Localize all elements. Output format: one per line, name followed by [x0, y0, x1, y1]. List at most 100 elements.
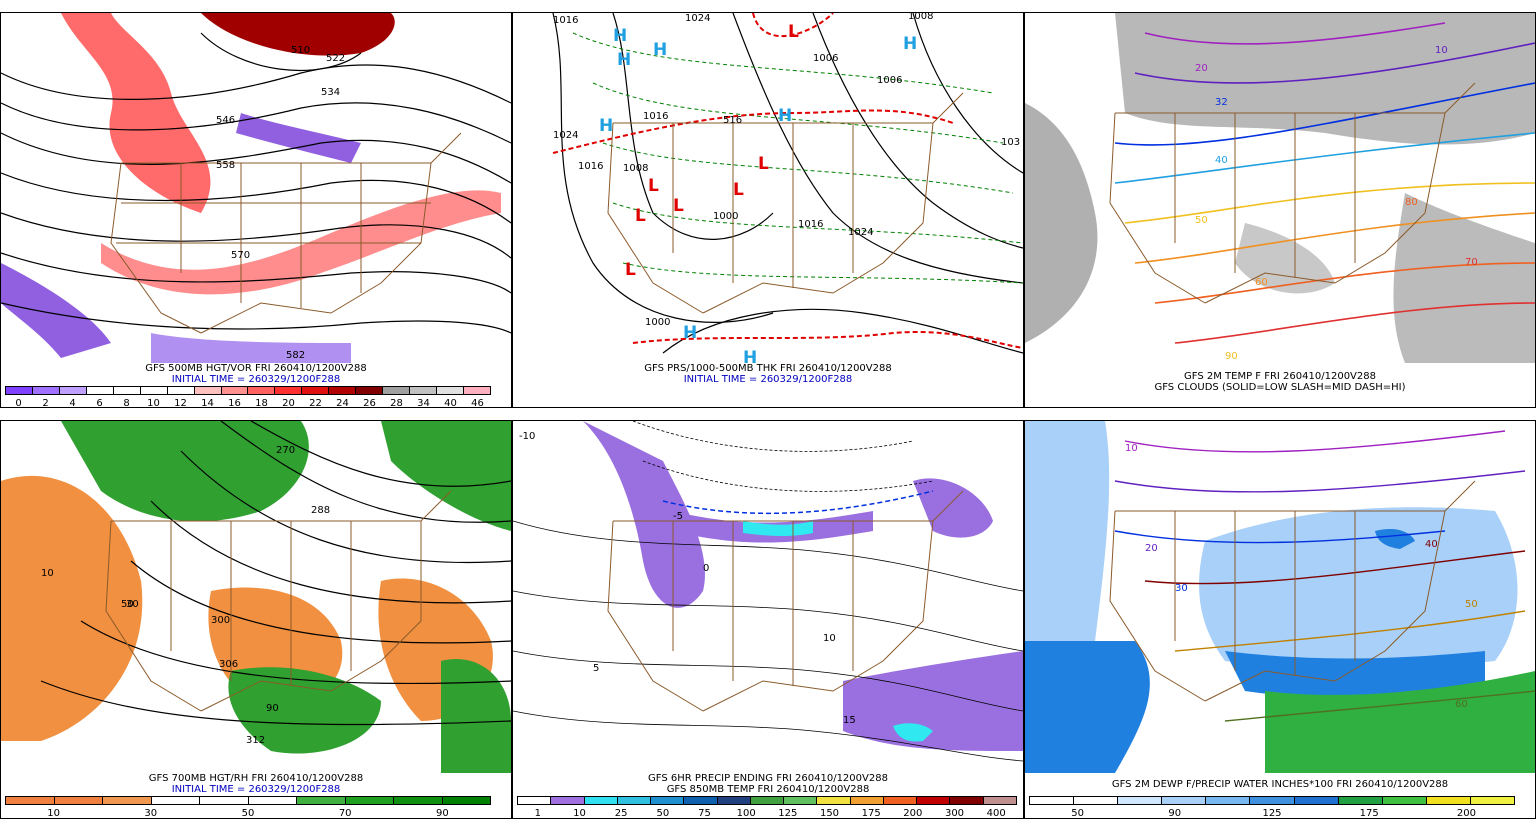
- cloud-east: [1393, 193, 1535, 363]
- caption-line-2: GFS 850MB TEMP FRI 260410/1200V288: [666, 784, 870, 795]
- svg-text:90: 90: [266, 703, 279, 714]
- colorbar-swatch: [1030, 797, 1075, 804]
- svg-text:534: 534: [321, 87, 340, 98]
- colorbar-precip: [517, 796, 1017, 805]
- colorbar-swatch: [410, 387, 437, 394]
- colorbar-tick-label: 50: [1071, 808, 1084, 819]
- colorbar-swatch: [394, 797, 443, 804]
- precip-west: [583, 421, 705, 608]
- colorbar-tick-label: 30: [144, 808, 158, 819]
- caption-line-2: INITIAL TIME = 260329/1200F288: [171, 784, 341, 795]
- svg-text:30: 30: [126, 599, 139, 610]
- political-borders: [607, 92, 964, 314]
- colorbar-tick-label: 14: [201, 398, 214, 408]
- caption-line-1: GFS 500MB HGT/VOR FRI 260410/1200V288: [145, 363, 367, 374]
- svg-text:15: 15: [843, 715, 856, 726]
- low-marker: L: [648, 176, 659, 196]
- svg-text:558: 558: [216, 160, 235, 171]
- svg-text:10: 10: [1125, 443, 1138, 454]
- colorbar-tick-label: 40: [444, 398, 457, 408]
- caption-line-2: GFS CLOUDS (SOLID=LOW SLASH=MID DASH=HI): [1154, 382, 1406, 393]
- colorbar-tick-label: 175: [861, 808, 881, 819]
- colorbar-swatch: [200, 797, 249, 804]
- colorbar-swatch: [1206, 797, 1251, 804]
- colorbar-vort-labels: 0 2 4 6 8 10 12 14 16 18 20 22 24 26 28 34 40 46: [5, 398, 491, 408]
- colorbar-tick-label: 200: [903, 808, 923, 819]
- colorbar-tick-label: 22: [309, 398, 322, 408]
- colorbar-pw: [1029, 796, 1515, 805]
- high-marker: H: [903, 34, 917, 54]
- caption-line-2: INITIAL TIME = 260329/1200F288: [683, 374, 853, 385]
- precip-gulf: [843, 651, 1023, 751]
- svg-text:1016: 1016: [643, 111, 668, 122]
- colorbar-swatch: [54, 797, 103, 804]
- colorbar-tick-label: 1: [534, 808, 542, 819]
- svg-text:20: 20: [1195, 63, 1208, 74]
- map-2m-temp: 20 32 40 50 60 70 80 90 10: [1025, 13, 1535, 363]
- colorbar-rh: [5, 796, 491, 805]
- svg-text:40: 40: [1215, 155, 1228, 166]
- isobars: [552, 13, 1023, 354]
- svg-text:5: 5: [593, 663, 599, 674]
- svg-text:80: 80: [1405, 197, 1418, 208]
- colorbar-tick-label: 10: [147, 398, 160, 408]
- colorbar-swatch: [140, 387, 168, 394]
- panel-700mb-rh: 270 288 300 306 312 10 30 50 90 GFS 700MB HGT/…: [0, 420, 512, 819]
- colorbar-swatch: [518, 797, 552, 804]
- temp-850-contours: [513, 520, 1023, 762]
- political-borders: [105, 490, 452, 712]
- svg-text:-5: -5: [673, 511, 683, 522]
- colorbar-swatch: [651, 797, 685, 804]
- svg-text:522: 522: [326, 53, 345, 64]
- height-contours-700: [40, 421, 511, 726]
- svg-text:288: 288: [311, 505, 330, 516]
- contour-labels-prs: 1016 1024 1006 1016 1008 1024 1016 1000 1016 1…: [553, 13, 1020, 328]
- panel-500mb-vort: 510 522 534 546 558 570 582 GFS 500MB HGT/VO…: [0, 12, 512, 408]
- colorbar-tick-label: 28: [390, 398, 403, 408]
- panel-2m-dewp: 10 20 30 40 50 60 GFS 2M DEWP F/PRECIP WATE…: [1024, 420, 1536, 819]
- high-marker: H: [617, 50, 631, 70]
- colorbar-swatch: [113, 387, 141, 394]
- rh-moist-ne: [381, 421, 511, 531]
- colorbar-swatch: [248, 797, 297, 804]
- svg-text:546: 546: [216, 115, 235, 126]
- svg-text:50: 50: [1465, 599, 1478, 610]
- colorbar-swatch: [103, 797, 152, 804]
- svg-text:32: 32: [1215, 97, 1228, 108]
- svg-text:50: 50: [1195, 215, 1208, 226]
- map-precip: -10 -5 0 5 10 15: [513, 421, 1023, 773]
- colorbar-tick-label: 90: [436, 808, 449, 819]
- svg-text:1008: 1008: [908, 13, 933, 22]
- colorbar-tick-label: 4: [69, 398, 76, 408]
- colorbar-swatch: [86, 387, 114, 394]
- svg-text:1016: 1016: [578, 161, 603, 172]
- colorbar-swatch: [383, 387, 411, 394]
- svg-text:1024: 1024: [553, 130, 578, 141]
- svg-text:1000: 1000: [713, 211, 738, 222]
- svg-text:270: 270: [276, 445, 295, 456]
- map-dewpoint: 10 20 30 40 50 60: [1025, 421, 1535, 773]
- svg-text:516: 516: [723, 115, 742, 126]
- svg-text:60: 60: [1255, 277, 1268, 288]
- pressure-centers: H H H H H H H H L L L L L L L: [599, 22, 917, 363]
- colorbar-swatch: [617, 797, 652, 804]
- low-marker: L: [625, 260, 636, 280]
- colorbar-tick-label: 400: [986, 808, 1006, 819]
- svg-text:90: 90: [1225, 351, 1238, 362]
- colorbar-tick-label: 25: [614, 808, 628, 819]
- colorbar-tick-label: 8: [123, 398, 130, 408]
- colorbar-swatch: [151, 797, 200, 804]
- colorbar-tick-label: 18: [255, 398, 268, 408]
- svg-text:312: 312: [246, 735, 265, 746]
- colorbar-swatch: [297, 797, 346, 804]
- colorbar-swatch: [356, 387, 384, 394]
- rh-moist-north: [61, 421, 309, 522]
- svg-text:70: 70: [1465, 257, 1478, 268]
- precip-band-core: [743, 521, 813, 536]
- colorbar-swatch: [6, 387, 33, 394]
- colorbar-vort: [5, 386, 491, 395]
- contour-labels-temp: 20 32 40 50 60 70 80 90 10: [1195, 45, 1478, 362]
- colorbar-tick-label: 6: [96, 398, 103, 408]
- vort-neg-mid: [236, 113, 361, 163]
- svg-text:20: 20: [1145, 543, 1158, 554]
